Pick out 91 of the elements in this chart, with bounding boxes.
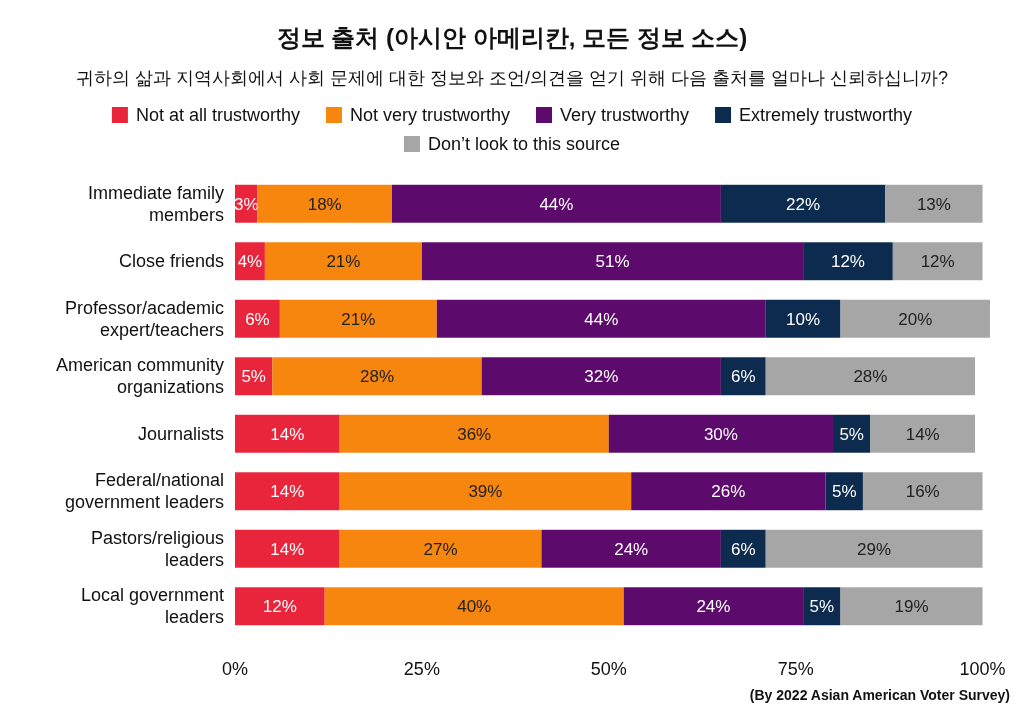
y-tick-label: American community organizations <box>55 355 224 398</box>
data-label: 4% <box>237 252 263 272</box>
data-label: 44% <box>584 309 619 329</box>
data-label: 14% <box>270 539 305 559</box>
bar <box>608 414 834 453</box>
chart-subtitle: 귀하의 삶과 지역사회에서 사회 문제에 대한 정보와 조언/의견을 얻기 위해 다음 출처를 얼마나 신뢰하십니까? <box>75 68 949 88</box>
data-label: 6% <box>731 367 756 387</box>
data-label: 27% <box>423 539 458 559</box>
data-label: 24% <box>614 539 649 559</box>
data-label: 14% <box>270 482 305 502</box>
data-label: 12% <box>830 252 865 272</box>
x-tick-label: 0% <box>221 659 249 679</box>
data-label: 21% <box>341 309 376 329</box>
data-label: 12% <box>262 597 297 617</box>
bar <box>264 242 422 281</box>
data-label: 5% <box>831 482 857 502</box>
bar <box>391 184 721 223</box>
bar <box>765 299 841 338</box>
data-label: 51% <box>595 252 630 272</box>
x-tick-label: 25% <box>403 659 440 679</box>
bar <box>339 529 542 568</box>
data-label: 6% <box>731 539 756 559</box>
y-tick-label: Pastors/religious leaders <box>90 527 224 570</box>
data-label: 10% <box>786 309 821 329</box>
bar <box>272 357 482 396</box>
y-tick-label: Journalists <box>137 423 224 444</box>
bar <box>436 299 766 338</box>
bar <box>235 414 340 453</box>
bar <box>339 472 632 511</box>
bar <box>481 357 721 396</box>
legend-label: Very trustworthy <box>560 105 690 125</box>
data-label: 16% <box>905 482 940 502</box>
bar <box>720 529 766 568</box>
text: (By 2022 Asian American Voter Survey) <box>749 687 1010 703</box>
chart-title: 정보 출처 (아시안 아메리칸, 모든 정보 소스) <box>276 24 748 51</box>
bar <box>235 587 325 626</box>
data-label: 36% <box>457 424 492 444</box>
bar <box>862 472 983 511</box>
bar <box>840 299 990 338</box>
data-label: 19% <box>894 597 929 617</box>
bar <box>870 414 976 453</box>
data-label: 40% <box>457 597 492 617</box>
bar <box>235 299 280 338</box>
data-label: 14% <box>270 424 305 444</box>
bar <box>324 587 624 626</box>
data-label: 30% <box>703 424 738 444</box>
data-label: 6% <box>245 309 270 329</box>
data-label: 44% <box>539 194 574 214</box>
y-tick-label: Federal/national government leaders <box>64 470 224 513</box>
bar <box>631 472 826 511</box>
x-tick-label: 75% <box>777 659 814 679</box>
bar <box>257 184 392 223</box>
bar <box>765 529 983 568</box>
x-tick-label: 100% <box>959 659 1006 679</box>
data-label: 5% <box>839 424 864 444</box>
y-tick-label: Close friends <box>118 251 224 272</box>
bar <box>840 587 983 626</box>
x-tick-label: 50% <box>590 659 627 679</box>
bar <box>235 472 340 511</box>
bar <box>885 184 983 223</box>
bar <box>279 299 437 338</box>
bar <box>720 184 886 223</box>
data-label: 12% <box>920 252 955 272</box>
data-label: 29% <box>857 539 892 559</box>
data-label: 24% <box>696 597 731 617</box>
data-label: 3% <box>233 194 259 214</box>
bar <box>720 357 766 396</box>
bar <box>765 357 976 396</box>
data-label: 32% <box>584 367 619 387</box>
bar <box>803 242 893 281</box>
y-tick-label: Local government leaders <box>80 585 224 628</box>
bar <box>235 529 340 568</box>
data-label: 14% <box>905 424 940 444</box>
data-label: 5% <box>809 597 835 617</box>
data-label: 28% <box>853 367 888 387</box>
data-label: 13% <box>916 194 951 214</box>
y-tick-label: Immediate family members <box>87 182 224 225</box>
bar <box>892 242 983 281</box>
bar <box>541 529 721 568</box>
bar <box>421 242 804 281</box>
data-label: 28% <box>360 367 395 387</box>
data-label: 39% <box>468 482 503 502</box>
bar <box>623 587 804 626</box>
y-tick-label: Professor/academic expert/teachers <box>64 297 224 340</box>
data-label: 26% <box>711 482 746 502</box>
bar <box>339 414 609 453</box>
data-label: 5% <box>241 367 266 387</box>
data-label: 20% <box>898 309 933 329</box>
data-label: 21% <box>326 252 361 272</box>
data-label: 22% <box>786 194 821 214</box>
data-label: 18% <box>307 194 342 214</box>
